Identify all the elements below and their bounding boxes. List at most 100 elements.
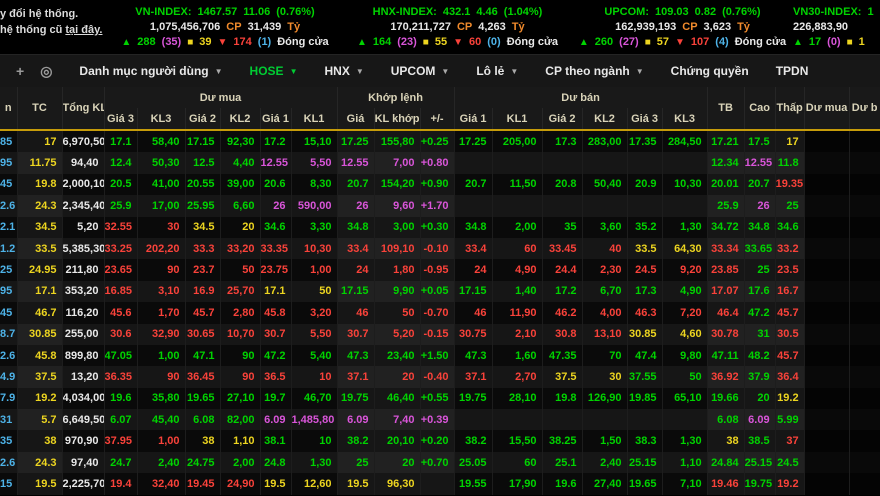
tab-lô-lẻ[interactable]: Lô lẻ ▼ bbox=[476, 64, 518, 78]
cell-mua-kl1: 12,60 bbox=[291, 473, 338, 495]
cell-san: 8.7 bbox=[0, 323, 18, 345]
cell-khop-gia: 17.25 bbox=[337, 130, 375, 153]
cell-du-ban bbox=[849, 430, 880, 452]
cell-du-ban bbox=[849, 451, 880, 474]
tab-hose[interactable]: HOSE ▼ bbox=[250, 64, 298, 78]
stock-row[interactable]: 2.1 34.5 5,20 32.55 30 34.5 20 34.6 3,30 34.8 3,00… bbox=[0, 216, 880, 238]
cell-tb: 12.34 bbox=[707, 152, 745, 174]
cell-mua-kl3: 202,20 bbox=[137, 237, 186, 260]
tab-danh-mục-người-dùng[interactable]: Danh mục người dùng ▼ bbox=[79, 64, 222, 78]
stock-row[interactable]: 95 11.75 94,40 12.4 50,30 12.5 4,40 12.55 5,50 12… bbox=[0, 152, 880, 174]
cell-tc: 11.75 bbox=[17, 152, 63, 174]
stock-row[interactable]: 31 5.7 6,649,50 6.07 45,40 6.08 82,00 6.09 1,485… bbox=[0, 409, 880, 431]
stock-row[interactable]: 7.9 19.2 4,034,00 19.6 35,80 19.65 27,10 19.7 46… bbox=[0, 387, 880, 410]
cell-khop-kl: 5,20 bbox=[374, 323, 421, 345]
index-panel-vn-index: VN-INDEX: 1467.57 11.06 (0.76%) 1,075,456,70… bbox=[110, 0, 340, 54]
tab-chứng-quyền[interactable]: Chứng quyền bbox=[671, 64, 749, 78]
cp-label: CP bbox=[226, 21, 242, 33]
cell-ban-kl1 bbox=[492, 195, 543, 217]
cell-khop-change bbox=[420, 473, 455, 495]
cell-khop-change: -0.70 bbox=[420, 302, 455, 324]
stock-row[interactable]: 8.7 30.85 255,00 30.6 32,90 30.65 10,70 30.7 5,5… bbox=[0, 323, 880, 345]
cell-ban-gia1: 30.75 bbox=[454, 323, 493, 345]
cell-thap: 45.7 bbox=[775, 302, 805, 324]
cell-tong-kl: 211,80 bbox=[62, 259, 105, 281]
index-name: UPCOM: bbox=[604, 6, 649, 18]
system-notice: y đổi hệ thống. hệ thống cũ tại đây. bbox=[0, 0, 110, 54]
cell-mua-gia2: 17.15 bbox=[185, 130, 221, 153]
cell-tc: 24.3 bbox=[17, 195, 63, 217]
tab-tpdn[interactable]: TPDN bbox=[776, 64, 809, 78]
cell-ban-kl3 bbox=[662, 409, 708, 431]
stock-row[interactable]: 85 17 6,970,50 17.1 58,40 17.15 92,30 17.2 15,10… bbox=[0, 130, 880, 153]
cp-label: CP bbox=[682, 21, 698, 33]
cell-tc: 24.3 bbox=[17, 451, 63, 474]
eye-icon[interactable]: ◎ bbox=[40, 62, 53, 79]
stock-row[interactable]: 95 17.1 353,20 16.85 3,10 16.9 25,70 17.1 50 17.1… bbox=[0, 280, 880, 303]
stock-row[interactable]: 15 19.5 2,225,70 19.4 32,40 19.45 24,90 19.5 12,… bbox=[0, 473, 880, 495]
cell-ban-kl2: 50,40 bbox=[582, 173, 628, 196]
add-icon[interactable]: + bbox=[16, 63, 25, 79]
stock-row[interactable]: 45 46.7 116,20 45.6 1,70 45.7 2,80 45.8 3,20 46 50… bbox=[0, 302, 880, 324]
decline-arrow-icon: ▼ bbox=[675, 37, 685, 48]
stock-row[interactable]: 45 19.8 2,000,10 20.5 41,00 20.55 39,00 20.6 8,3… bbox=[0, 173, 880, 196]
tab-hnx[interactable]: HNX ▼ bbox=[324, 64, 363, 78]
index-panel-hnx-index: HNX-INDEX: 432.1 4.46 (1.04%) 170,211,727 CP 4… bbox=[340, 0, 575, 54]
cell-ban-gia2 bbox=[542, 152, 583, 174]
cell-ban-gia2: 30.8 bbox=[542, 323, 583, 345]
unchanged-square-icon: ■ bbox=[644, 37, 651, 48]
cell-du-ban bbox=[849, 473, 880, 495]
cell-khop-gia: 47.3 bbox=[337, 344, 375, 367]
cell-cao: 25 bbox=[744, 259, 776, 281]
cell-khop-kl: 20 bbox=[374, 451, 421, 474]
cell-mua-kl3: 30 bbox=[137, 216, 186, 238]
cell-tc: 19.2 bbox=[17, 387, 63, 410]
cell-ban-gia1: 33.4 bbox=[454, 237, 493, 260]
cell-mua-gia3: 24.7 bbox=[104, 451, 138, 474]
cell-mua-gia2: 19.65 bbox=[185, 387, 221, 410]
cell-ban-gia1: 19.75 bbox=[454, 387, 493, 410]
cell-thap: 30.5 bbox=[775, 323, 805, 345]
cell-san: 25 bbox=[0, 259, 18, 281]
advancers-count: 288 bbox=[137, 36, 156, 48]
cell-ban-gia1: 17.25 bbox=[454, 130, 493, 153]
cell-khop-change: +1.50 bbox=[420, 344, 455, 367]
cell-khop-kl: 7,40 bbox=[374, 409, 421, 431]
unchanged-square-icon: ■ bbox=[846, 37, 853, 48]
cell-mua-gia1: 33.35 bbox=[260, 237, 292, 260]
cell-san: 2.6 bbox=[0, 344, 18, 367]
cell-tc: 17 bbox=[17, 130, 63, 153]
stock-row[interactable]: 2.6 24.3 97,40 24.7 2,40 24.75 2,00 24.8 1,30 25 2… bbox=[0, 451, 880, 474]
subheader-mua-kl2: KL2 bbox=[220, 108, 261, 131]
cell-mua-gia1: 30.7 bbox=[260, 323, 292, 345]
cell-ban-gia1: 24 bbox=[454, 259, 493, 281]
cell-mua-gia1: 34.6 bbox=[260, 216, 292, 238]
cell-ban-kl3: 9,80 bbox=[662, 344, 708, 367]
stock-row[interactable]: 4.9 37.5 13,20 36.35 90 36.45 90 36.5 10 37.1 20 -0… bbox=[0, 366, 880, 388]
cell-ban-kl1: 28,10 bbox=[492, 387, 543, 410]
stock-row[interactable]: 1.2 33.5 5,385,30 33.25 202,20 33.3 33,20 33.35… bbox=[0, 237, 880, 260]
cell-mua-gia2: 23.7 bbox=[185, 259, 221, 281]
stock-row[interactable]: 2.6 45.8 899,80 47.05 1,00 47.1 90 47.2 5,40 47.3… bbox=[0, 344, 880, 367]
cell-ban-kl3 bbox=[662, 152, 708, 174]
cell-tc: 38 bbox=[17, 430, 63, 452]
cell-ban-gia3: 24.5 bbox=[627, 259, 663, 281]
cell-tb: 20.01 bbox=[707, 173, 745, 196]
header-cao: Cao bbox=[744, 87, 776, 131]
cell-ban-gia1: 25.05 bbox=[454, 451, 493, 474]
cell-san: 1.2 bbox=[0, 237, 18, 260]
cell-ban-kl2: 1,50 bbox=[582, 430, 628, 452]
stock-row[interactable]: 35 38 970,90 37.95 1,00 38 1,10 38.1 10 38.2 20,10… bbox=[0, 430, 880, 452]
notice-link[interactable]: tại đây. bbox=[65, 24, 103, 36]
stock-row[interactable]: 2.6 24.3 2,345,40 25.9 17,00 25.95 6,60 26 590,0… bbox=[0, 195, 880, 217]
cell-ban-gia1: 20.7 bbox=[454, 173, 493, 196]
stock-row[interactable]: 25 24.95 211,80 23.65 90 23.7 50 23.75 1,00 24 1,8… bbox=[0, 259, 880, 281]
cell-mua-kl2: 1,10 bbox=[220, 430, 261, 452]
cell-du-ban bbox=[849, 130, 880, 153]
cell-ban-gia2: 47.35 bbox=[542, 344, 583, 367]
cell-khop-change: +0.55 bbox=[420, 387, 455, 410]
unchanged-square-icon: ■ bbox=[422, 37, 429, 48]
tab-cp-theo-ngành[interactable]: CP theo ngành ▼ bbox=[545, 64, 643, 78]
subheader-ban-kl2: KL2 bbox=[582, 108, 628, 131]
tab-upcom[interactable]: UPCOM ▼ bbox=[391, 64, 450, 78]
